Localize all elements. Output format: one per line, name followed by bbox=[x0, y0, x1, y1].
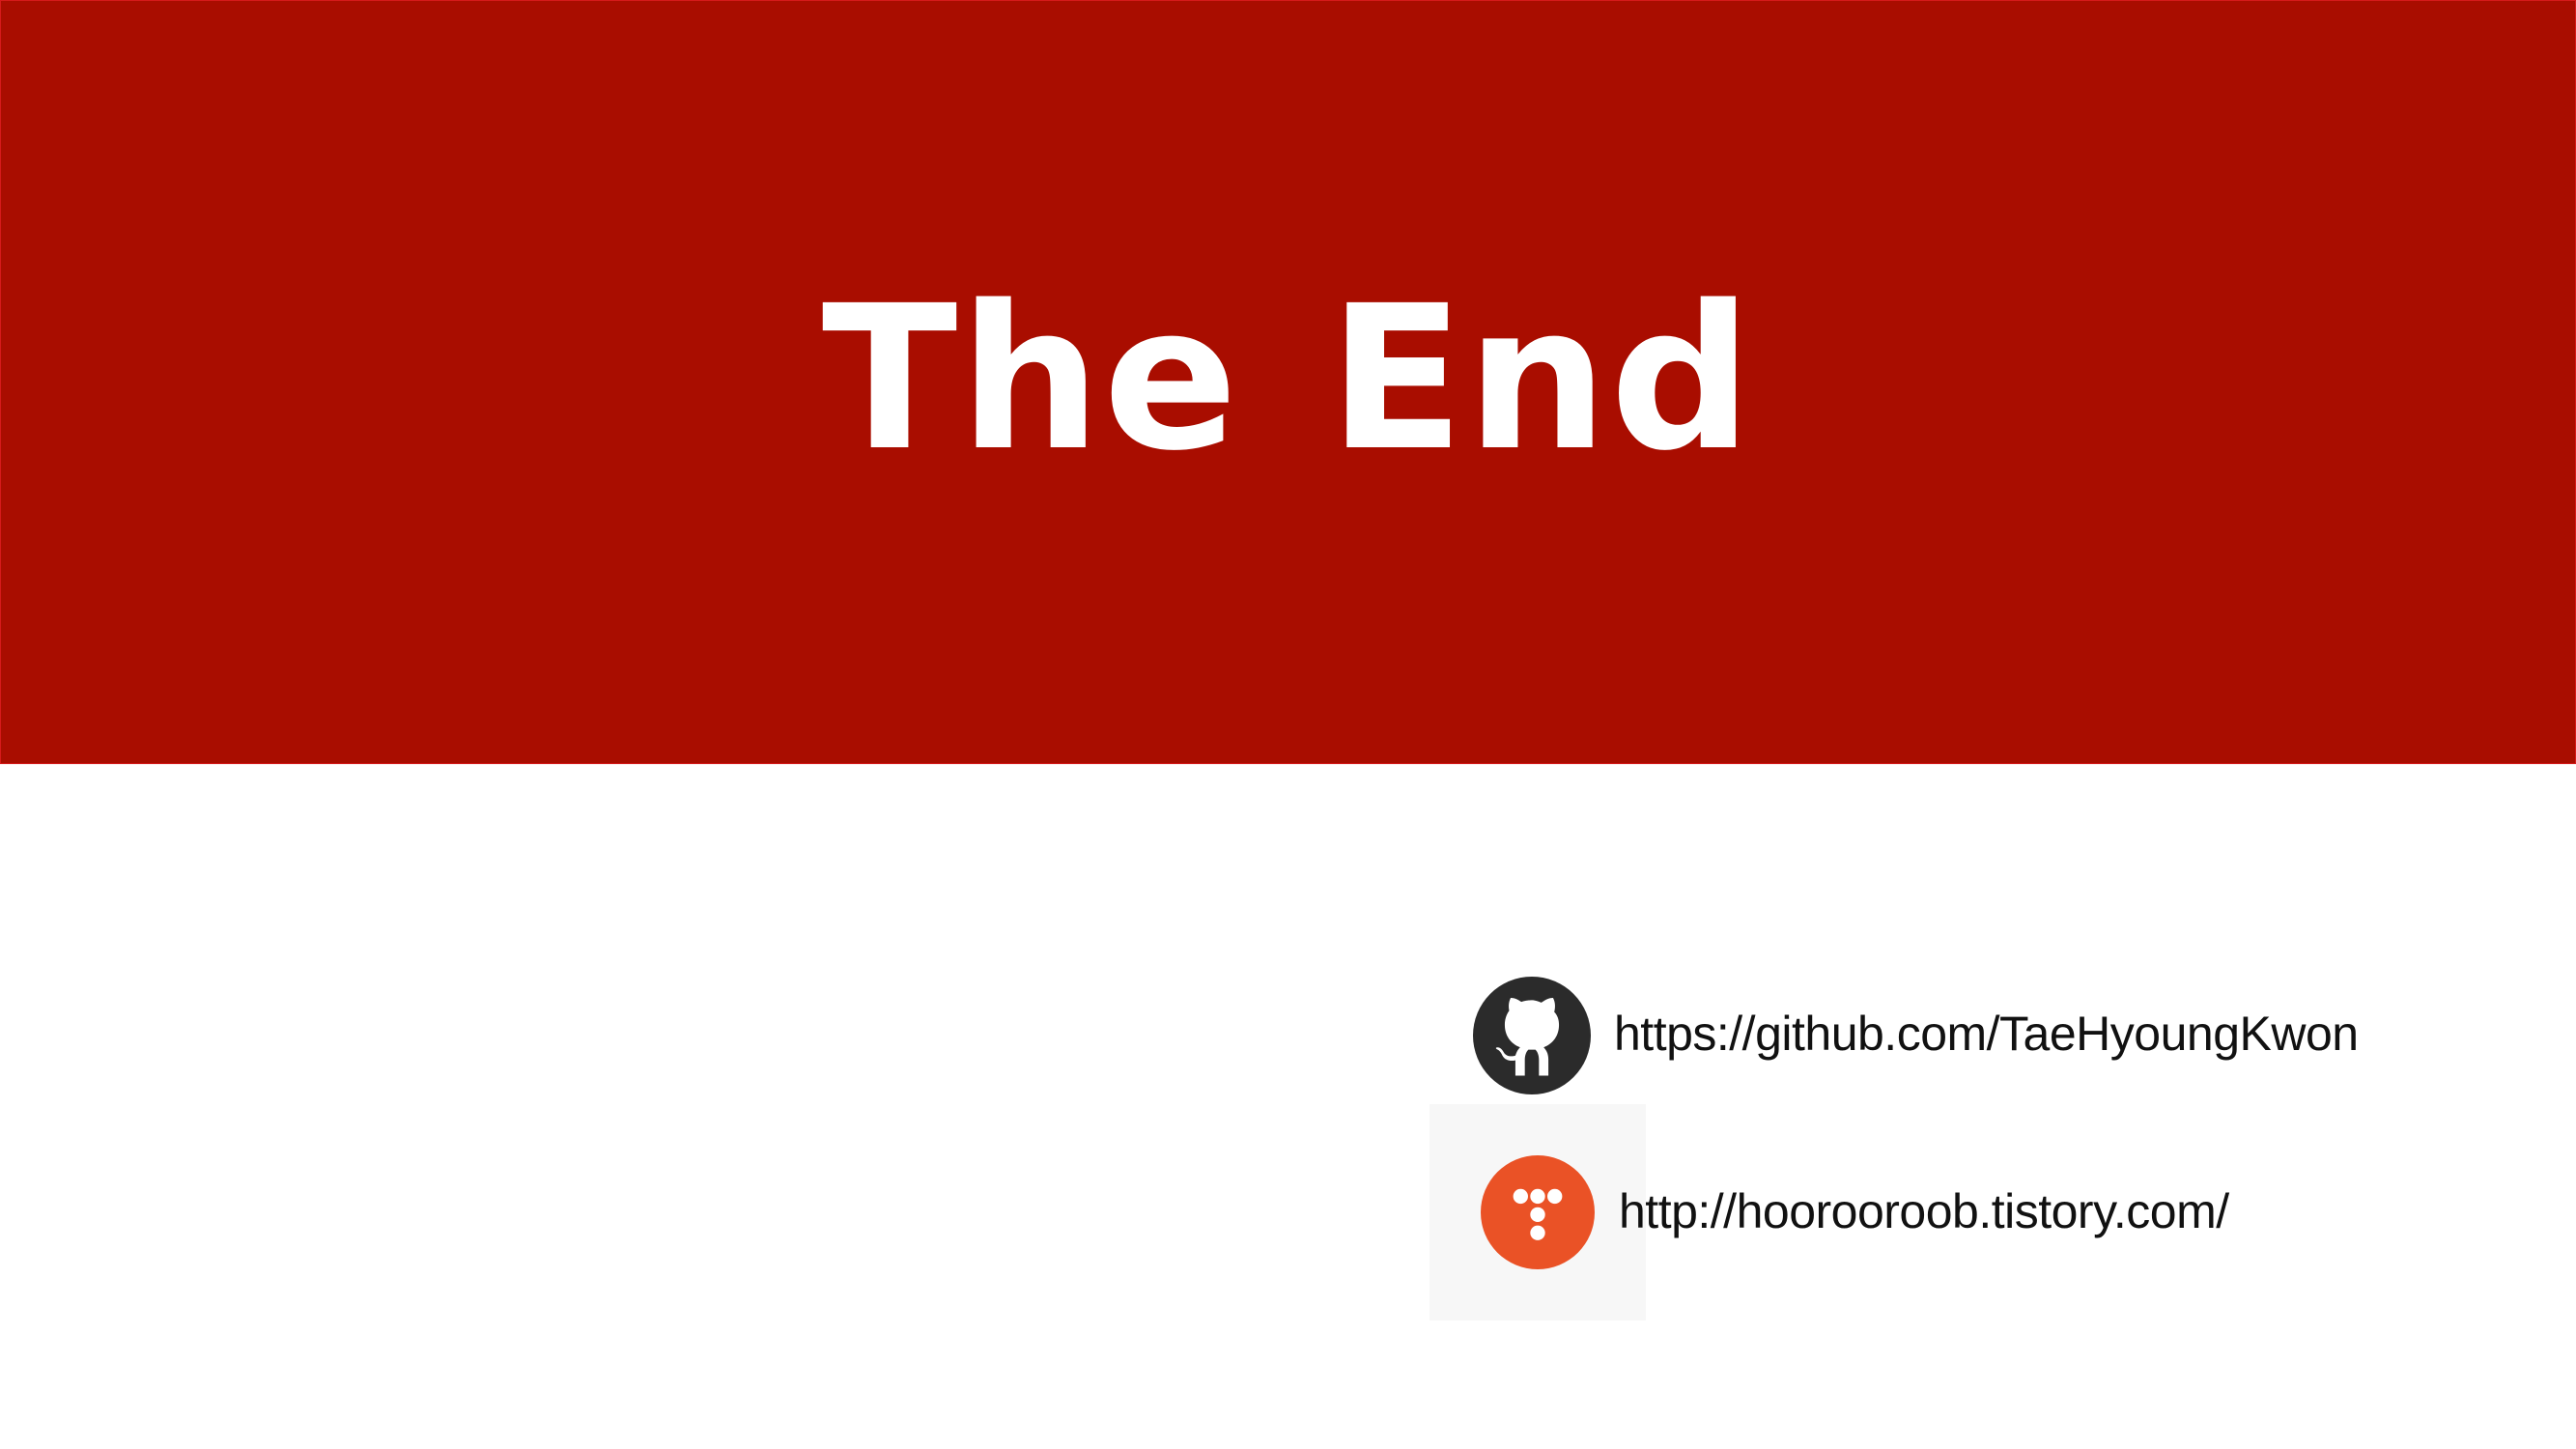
slide-title: The End bbox=[821, 262, 1755, 495]
github-link-row: https://github.com/TaeHyoungKwon bbox=[1473, 977, 2359, 1094]
tistory-url-link[interactable]: http://hoorooroob.tistory.com/ bbox=[1619, 1184, 2229, 1238]
tistory-logo-frame bbox=[1430, 1104, 1646, 1321]
tistory-link-row: http://hoorooroob.tistory.com/ bbox=[1430, 1104, 2229, 1321]
tistory-logo-icon[interactable] bbox=[1481, 1155, 1595, 1269]
github-url-link[interactable]: https://github.com/TaeHyoungKwon bbox=[1614, 1007, 2359, 1061]
title-banner: The End bbox=[0, 0, 2576, 764]
github-octocat-icon[interactable] bbox=[1473, 977, 1591, 1094]
